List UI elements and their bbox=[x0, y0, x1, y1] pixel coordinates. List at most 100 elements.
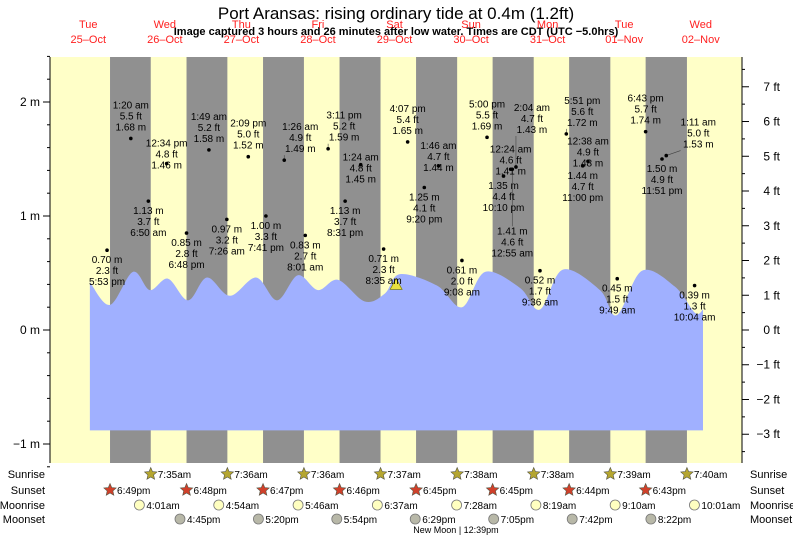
tide-high-mark: 1:20 am5.5 ft1.68 m bbox=[113, 100, 149, 141]
tide-point bbox=[660, 157, 664, 161]
right-tick-label: 1 ft bbox=[763, 288, 780, 302]
sunrise-time: 7:35am bbox=[158, 470, 191, 481]
tide-ft-label: 5.4 ft bbox=[397, 115, 419, 126]
moonrise-event: 4:01am bbox=[133, 499, 180, 512]
sunrise-star-icon bbox=[220, 466, 235, 480]
tide-ft-label: 4.8 ft bbox=[156, 150, 178, 161]
tide-label-block: 0.45 m1.5 ft9:49 am bbox=[599, 284, 635, 317]
tide-time-label: 3:11 pm bbox=[326, 111, 361, 122]
tide-ft-label: 5.0 ft bbox=[237, 130, 259, 141]
tide-label-block: 2:09 pm5.0 ft1.52 m bbox=[230, 119, 266, 152]
sunrise-event: 7:36am bbox=[220, 466, 268, 481]
sunset-event: 6:43pm bbox=[638, 482, 686, 497]
tide-point bbox=[436, 164, 441, 168]
sunset-event: 6:49pm bbox=[103, 482, 150, 497]
moonrise-event: 5:46am bbox=[292, 499, 338, 512]
tide-label-block: 0.61 m2.0 ft9:08 am bbox=[444, 265, 480, 298]
day-date-label: 30–Oct bbox=[453, 34, 488, 46]
sunset-star-icon bbox=[179, 482, 194, 496]
tide-time-label: 12:55 am bbox=[491, 248, 533, 259]
tide-ft-label: 5.5 ft bbox=[120, 111, 142, 122]
sunset-event: 6:45pm bbox=[485, 482, 533, 497]
moonset-time: 5:54pm bbox=[344, 515, 377, 526]
tide-point bbox=[381, 247, 386, 251]
sunset-event: 6:47pm bbox=[256, 482, 303, 497]
tide-m-label: 0.97 m bbox=[212, 224, 243, 235]
tide-label-block: 1:24 am4.8 ft1.45 m bbox=[343, 153, 379, 186]
day-date-label: 28–Oct bbox=[300, 34, 335, 46]
moonrise-circle-icon bbox=[371, 499, 383, 511]
sunrise-event: 7:37am bbox=[373, 466, 421, 481]
right-tick-label: 2 ft bbox=[763, 254, 780, 268]
tide-high-mark: 3:11 pm5.2 ft1.59 m bbox=[326, 111, 362, 151]
day-name-label: Mon bbox=[537, 19, 558, 31]
moonset-time: 6:29pm bbox=[422, 515, 455, 526]
sunrise-time: 7:39am bbox=[617, 470, 650, 481]
moonset-time: 7:05pm bbox=[501, 515, 534, 526]
tide-ft-label: 5.0 ft bbox=[687, 129, 709, 140]
sunrise-star-icon bbox=[297, 466, 311, 480]
tide-ft-label: 4.7 ft bbox=[427, 152, 449, 163]
tide-label-block: 1.25 m4.1 ft9:20 pm bbox=[406, 193, 442, 226]
tide-label-block: 1:20 am5.5 ft1.68 m bbox=[113, 100, 149, 133]
tide-m-label: 1.69 m bbox=[472, 121, 503, 132]
tide-ft-label: 5.2 ft bbox=[198, 123, 220, 134]
moonrise-time: 8:19am bbox=[543, 501, 576, 512]
label-leader-lines bbox=[283, 128, 681, 227]
tide-m-label: 1.72 m bbox=[567, 118, 598, 129]
sunrise-event: 7:36am bbox=[297, 466, 344, 481]
tide-m-label: 1.00 m bbox=[251, 221, 282, 232]
moonset-circle-icon bbox=[409, 513, 421, 525]
tide-ft-label: 3.7 ft bbox=[137, 217, 159, 228]
tide-high-mark: 12:34 pm4.8 ft1.46 m bbox=[146, 139, 188, 172]
tide-m-label: 0.52 m bbox=[525, 276, 556, 287]
moonset-event: 7:05pm bbox=[488, 513, 534, 526]
moonrise-event: 8:19am bbox=[530, 499, 576, 512]
tide-time-label: 9:20 pm bbox=[406, 215, 442, 226]
moonrise-event: 9:10am bbox=[609, 499, 656, 512]
tide-high-mark: 1:49 am5.2 ft1.58 m bbox=[191, 112, 227, 152]
moonset-event: 6:29pm bbox=[409, 513, 456, 526]
tide-ft-label: 3.3 ft bbox=[255, 232, 277, 243]
tide-label-block: 12:38 am4.9 ft1.48 m bbox=[567, 136, 609, 169]
current-tide-marker-icon bbox=[389, 277, 403, 290]
moonrise-circle-icon bbox=[689, 499, 700, 511]
tide-time-label: 10:04 am bbox=[674, 313, 716, 324]
tide-m-label: 1.43 m bbox=[517, 125, 548, 136]
moonset-circle-icon bbox=[331, 513, 343, 525]
tide-low-mark: 0.85 m2.8 ft6:48 pm bbox=[168, 231, 205, 271]
sunset-time: 6:44pm bbox=[576, 486, 609, 497]
tide-point bbox=[225, 217, 229, 222]
tide-high-mark: 5:51 pm5.6 ft1.72 m bbox=[564, 96, 600, 136]
tide-label-block: 0.71 m2.3 ft8:35 am bbox=[366, 254, 402, 287]
tide-label-block: 1.13 m3.7 ft6:50 am bbox=[130, 206, 166, 239]
moonrise-circle-icon bbox=[451, 499, 463, 511]
sunrise-star-icon bbox=[143, 466, 158, 480]
moonrise-circle-icon bbox=[292, 499, 304, 511]
tide-m-label: 0.83 m bbox=[290, 240, 321, 251]
tide-high-mark: 1:46 am4.7 ft1.44 m bbox=[420, 141, 456, 174]
tide-low-mark: 0.70 m2.3 ft5:53 pm bbox=[89, 248, 125, 288]
moonrise-circle-icon bbox=[213, 499, 225, 511]
tide-time-label: 4:07 pm bbox=[390, 104, 426, 115]
tide-time-label: 5:00 pm bbox=[469, 99, 505, 110]
moonset-circle-icon bbox=[488, 513, 500, 525]
tide-label-block: 0.70 m2.3 ft5:53 pm bbox=[89, 255, 125, 288]
tide-water-area bbox=[89, 269, 703, 431]
moonrise-time: 10:01am bbox=[701, 501, 740, 512]
sunset-event: 6:48pm bbox=[179, 482, 227, 497]
tide-low-mark: 1.13 m3.7 ft6:50 am bbox=[130, 199, 166, 239]
right-tick-label: 4 ft bbox=[763, 184, 780, 198]
tide-ft-label: 4.6 ft bbox=[500, 155, 522, 166]
tide-high-mark: 1:24 am4.8 ft1.45 m bbox=[343, 153, 379, 186]
tide-point bbox=[282, 158, 287, 162]
tide-ft-label: 2.0 ft bbox=[451, 276, 473, 287]
moonrise-row-label: Moonrise bbox=[0, 500, 45, 512]
sunset-star-icon bbox=[409, 482, 423, 496]
tide-time-label: 1:49 am bbox=[191, 112, 227, 123]
tide-point bbox=[580, 164, 585, 168]
